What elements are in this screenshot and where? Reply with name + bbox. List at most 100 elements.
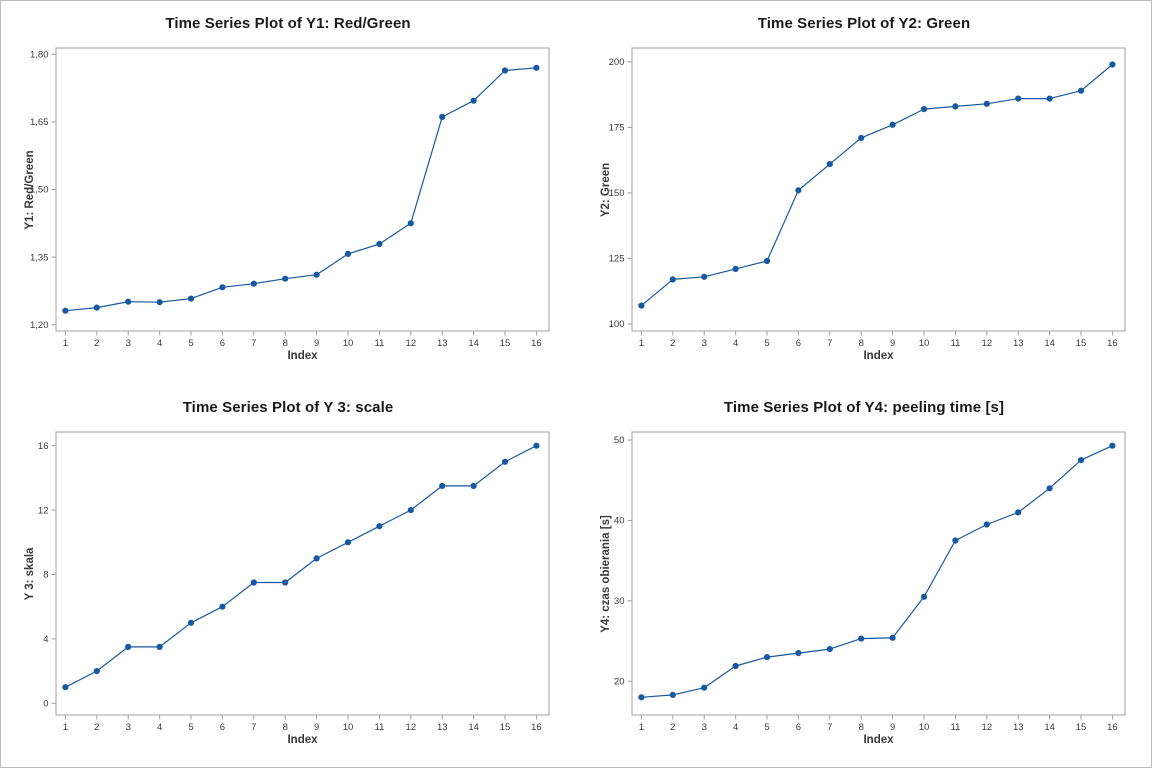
data-point: [638, 694, 645, 701]
data-point: [250, 579, 257, 586]
data-point: [889, 121, 896, 128]
x-tick-label: 15: [1076, 722, 1087, 733]
x-tick-label: 11: [950, 722, 960, 733]
x-tick-label: 12: [982, 722, 993, 733]
x-tick-label: 12: [406, 722, 417, 733]
x-tick-label: 10: [343, 722, 354, 733]
data-point: [439, 113, 446, 120]
y-tick-label: 100: [609, 319, 625, 330]
data-point: [533, 64, 540, 71]
x-tick-label: 6: [796, 338, 801, 349]
data-point: [470, 482, 477, 489]
x-tick-label: 8: [283, 338, 288, 349]
x-tick-label: 5: [764, 338, 769, 349]
x-tick-label: 7: [251, 338, 256, 349]
x-tick-label: 15: [500, 338, 511, 349]
data-point: [669, 691, 676, 698]
x-tick-label: 11: [374, 722, 384, 733]
x-tick-label: 4: [157, 722, 162, 733]
data-point: [983, 521, 990, 528]
chart-y2-green: Time Series Plot of Y2: Green Y2: Green …: [576, 0, 1152, 384]
data-point: [858, 635, 865, 642]
x-tick-label: 2: [670, 722, 675, 733]
data-point: [920, 106, 928, 113]
plot-frame: [55, 431, 550, 716]
data-point: [407, 507, 414, 514]
data-point: [187, 295, 195, 302]
x-tick-label: 13: [1013, 722, 1024, 733]
y-tick-label: 1,35: [30, 252, 49, 263]
chart-y1-red-green: Time Series Plot of Y1: Red/Green Y1: Re…: [0, 0, 576, 384]
plot-frame: [55, 47, 550, 332]
chart-y3-scale: Time Series Plot of Y 3: scale Y 3: skal…: [0, 384, 576, 768]
data-point: [376, 523, 383, 530]
data-point: [125, 643, 132, 650]
y-tick-label: 150: [609, 188, 625, 199]
x-tick-label: 16: [531, 722, 542, 733]
data-point: [62, 684, 69, 691]
plot-frame: [631, 47, 1126, 332]
x-tick-label: 10: [343, 338, 354, 349]
data-point: [795, 650, 802, 657]
x-axis-label: Index: [287, 734, 318, 746]
chart-title: Time Series Plot of Y1: Red/Green: [165, 15, 411, 32]
x-tick-label: 13: [437, 338, 448, 349]
x-tick-label: 2: [670, 338, 675, 349]
y-tick-label: 175: [609, 123, 625, 134]
data-point: [1077, 457, 1085, 464]
data-point: [93, 668, 100, 675]
data-point: [344, 250, 352, 257]
x-tick-label: 12: [406, 338, 417, 349]
x-axis-label: Index: [863, 734, 894, 746]
x-tick-label: 3: [702, 338, 707, 349]
y-tick-label: 125: [609, 254, 625, 265]
data-point: [313, 271, 320, 278]
data-point: [407, 220, 414, 227]
data-point: [701, 684, 708, 691]
x-tick-label: 9: [314, 722, 319, 733]
x-tick-label: 4: [733, 722, 738, 733]
x-tick-label: 9: [890, 722, 895, 733]
data-point: [889, 634, 896, 641]
y-tick-label: 200: [609, 57, 625, 68]
y-tick-label: 12: [38, 505, 49, 516]
x-tick-label: 16: [531, 338, 542, 349]
data-point: [795, 187, 802, 194]
x-tick-label: 3: [126, 338, 131, 349]
data-point: [732, 662, 739, 670]
y-tick-label: 50: [614, 435, 625, 446]
x-tick-label: 7: [827, 338, 832, 349]
data-point: [1109, 61, 1116, 68]
data-point: [952, 103, 959, 110]
x-tick-label: 1: [63, 722, 68, 733]
x-tick-label: 10: [919, 722, 930, 733]
series-line: [65, 445, 537, 688]
y-tick-label: 1,50: [30, 185, 49, 196]
x-tick-label: 13: [1013, 338, 1024, 349]
data-point: [920, 593, 928, 600]
x-tick-label: 13: [437, 722, 448, 733]
data-point: [250, 280, 257, 287]
data-point: [952, 537, 959, 544]
y-tick-label: 20: [614, 676, 625, 687]
x-tick-label: 5: [188, 722, 193, 733]
data-point: [533, 442, 540, 449]
data-point: [763, 654, 771, 661]
y-tick-label: 1,65: [30, 117, 49, 128]
x-tick-label: 1: [639, 722, 644, 733]
data-point: [376, 240, 383, 248]
x-tick-label: 8: [859, 722, 864, 733]
x-tick-label: 3: [702, 722, 707, 733]
x-tick-label: 16: [1107, 338, 1118, 349]
data-point: [156, 299, 163, 306]
x-tick-label: 4: [157, 338, 162, 349]
x-tick-label: 12: [982, 338, 993, 349]
chart-y4-peeling-time: Time Series Plot of Y4: peeling time [s]…: [576, 384, 1152, 768]
y-tick-label: 8: [43, 570, 48, 581]
x-tick-label: 7: [827, 722, 832, 733]
series-line: [65, 67, 537, 312]
x-tick-label: 3: [126, 722, 131, 733]
data-point: [1015, 509, 1022, 516]
